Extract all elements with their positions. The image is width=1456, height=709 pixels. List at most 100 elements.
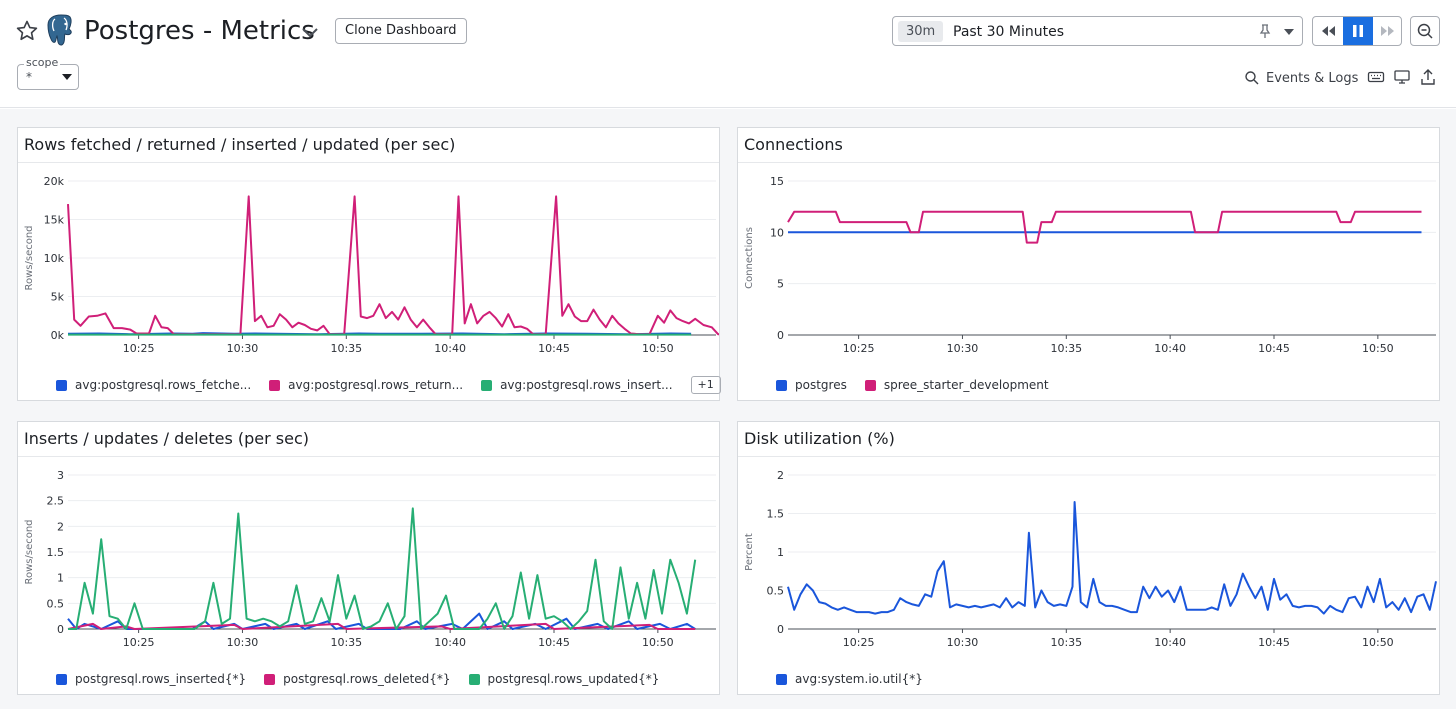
x-tick-label: 10:30 — [227, 636, 259, 649]
legend-label: postgresql.rows_deleted{*} — [283, 672, 451, 686]
pause-button[interactable] — [1343, 17, 1373, 45]
legend-swatch — [264, 673, 276, 685]
x-tick-label: 10:45 — [538, 636, 570, 649]
series-line — [68, 507, 697, 630]
legend-swatch — [864, 379, 876, 391]
y-tick-label: 0.5 — [767, 585, 785, 598]
legend-more-button[interactable]: +1 — [690, 376, 721, 394]
share-export-icon[interactable] — [1419, 68, 1437, 86]
tv-mode-icon[interactable] — [1393, 68, 1411, 86]
widget-rows-throughput[interactable]: Rows fetched / returned / inserted / upd… — [17, 127, 721, 401]
legend-item[interactable]: avg:system.io.util{*} — [776, 672, 923, 686]
y-tick-label: 5 — [777, 278, 784, 291]
x-tick-label: 10:50 — [1362, 636, 1394, 649]
series-line — [787, 210, 1422, 244]
y-tick-label: 0 — [777, 329, 784, 342]
zoom-out-button[interactable] — [1410, 16, 1440, 46]
y-tick-label: 1.5 — [47, 546, 65, 559]
series-line — [787, 501, 1437, 615]
x-tick-label: 10:25 — [843, 342, 875, 355]
y-tick-label: 2 — [57, 520, 64, 533]
widget-divider — [738, 162, 1439, 163]
x-tick-label: 10:45 — [1258, 636, 1290, 649]
pin-icon[interactable] — [1257, 23, 1273, 39]
x-tick-label: 10:45 — [538, 342, 570, 355]
legend-item[interactable]: postgresql.rows_deleted{*} — [264, 672, 451, 686]
legend-item[interactable]: avg:postgresql.rows_fetche... — [56, 378, 251, 392]
y-tick-label: 15k — [44, 214, 65, 227]
legend-label: avg:postgresql.rows_fetche... — [75, 378, 252, 392]
scope-label: scope — [24, 56, 61, 70]
legend-item[interactable]: postgresql.rows_inserted{*} — [56, 672, 246, 686]
x-tick-label: 10:50 — [642, 636, 674, 649]
chart-legend: avg:system.io.util{*} — [776, 670, 941, 688]
clone-dashboard-button[interactable]: Clone Dashboard — [335, 18, 467, 44]
legend-label: spree_starter_development — [883, 378, 1049, 392]
x-tick-label: 10:40 — [434, 342, 466, 355]
page-title: Postgres - Metrics — [84, 16, 315, 46]
x-tick-label: 10:35 — [330, 636, 362, 649]
dashboard-canvas: Rows fetched / returned / inserted / upd… — [0, 109, 1456, 709]
x-tick-label: 10:45 — [1258, 342, 1290, 355]
legend-label: postgresql.rows_inserted{*} — [75, 672, 247, 686]
legend-swatch — [468, 673, 480, 685]
playback-controls — [1312, 16, 1402, 46]
legend-swatch — [776, 379, 787, 391]
y-axis-label: Rows/second — [24, 519, 35, 584]
widget-divider — [738, 456, 1439, 457]
x-tick-label: 10:50 — [1362, 342, 1394, 355]
widget-divider — [18, 456, 719, 457]
inserts-updates-deletes-chart[interactable]: 0 0.5 1 1.5 2 2.5 3 Rows/second 10:25 10:30 10:35 1… — [18, 457, 719, 657]
time-range-label: Past 30 Minutes — [953, 24, 1065, 40]
y-tick-label: 3 — [57, 469, 64, 482]
legend-label: avg:postgresql.rows_return... — [288, 378, 464, 392]
legend-item[interactable]: postgres — [776, 378, 847, 392]
x-tick-label: 10:35 — [1050, 636, 1082, 649]
y-tick-label: 2 — [777, 469, 784, 482]
chart-legend: postgres spree_starter_development — [776, 376, 1067, 394]
time-range-selector[interactable]: 30m Past 30 Minutes — [892, 16, 1303, 46]
postgres-logo-icon — [44, 13, 78, 49]
rewind-button[interactable] — [1313, 17, 1343, 45]
events-logs-label: Events & Logs — [1266, 70, 1359, 86]
y-tick-label: 5k — [51, 291, 65, 304]
keyboard-icon[interactable] — [1367, 68, 1385, 86]
legend-swatch — [269, 379, 281, 391]
chart-legend: postgresql.rows_inserted{*} postgresql.r… — [56, 670, 677, 688]
y-tick-label: 0k — [51, 329, 65, 342]
chart-legend: avg:postgresql.rows_fetche... avg:postgr… — [56, 376, 721, 394]
caret-down-icon[interactable] — [1284, 29, 1294, 35]
legend-swatch — [56, 379, 67, 391]
x-tick-label: 10:40 — [1154, 342, 1186, 355]
legend-item[interactable]: postgresql.rows_updated{*} — [468, 672, 659, 686]
disk-utilization-chart[interactable]: 0 0.5 1 1.5 2 Percent 10:25 10:30 10:35 10:40 10:4… — [738, 457, 1439, 657]
legend-swatch — [776, 673, 787, 685]
y-axis-label: Percent — [744, 533, 755, 571]
legend-label: avg:postgresql.rows_insert... — [500, 378, 673, 392]
x-tick-label: 10:35 — [330, 342, 362, 355]
x-tick-label: 10:35 — [1050, 342, 1082, 355]
rows-throughput-chart[interactable]: 0k 5k 10k 15k 20k Rows/second 10:25 10:30 10:35 1… — [18, 163, 719, 363]
legend-item[interactable]: avg:postgresql.rows_insert... — [481, 378, 673, 392]
legend-item[interactable]: avg:postgresql.rows_return... — [269, 378, 463, 392]
widget-connections[interactable]: Connections 0 5 10 15 Connections 10:25 10:30 1… — [737, 127, 1440, 401]
connections-chart[interactable]: 0 5 10 15 Connections 10:25 10:30 10:35 10:40 10:… — [738, 163, 1439, 363]
widget-title: Rows fetched / returned / inserted / upd… — [24, 135, 456, 154]
legend-item[interactable]: spree_starter_development — [864, 378, 1049, 392]
y-tick-label: 0 — [777, 623, 784, 636]
series-line — [67, 622, 696, 630]
events-logs-button[interactable]: Events & Logs — [1244, 68, 1358, 88]
legend-swatch — [481, 379, 493, 391]
fast-forward-button[interactable] — [1373, 17, 1401, 45]
x-tick-label: 10:25 — [123, 342, 155, 355]
series-line — [67, 195, 719, 336]
legend-label: avg:system.io.util{*} — [795, 672, 923, 686]
scope-selector[interactable]: scope * — [17, 56, 79, 90]
favorite-star-icon[interactable] — [14, 18, 40, 44]
search-icon — [1245, 71, 1259, 85]
title-dropdown-chevron-icon[interactable] — [298, 20, 322, 44]
widget-disk-utilization[interactable]: Disk utilization (%) 0 0.5 1 1.5 2 Percent 10:… — [737, 421, 1440, 695]
caret-down-icon — [62, 74, 72, 80]
widget-divider — [18, 162, 719, 163]
